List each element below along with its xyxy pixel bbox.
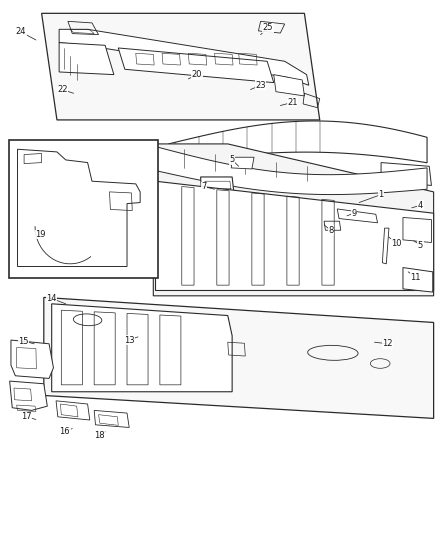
Polygon shape: [44, 297, 434, 418]
Polygon shape: [153, 144, 434, 296]
FancyBboxPatch shape: [9, 140, 158, 278]
Text: 24: 24: [16, 28, 26, 36]
Text: 15: 15: [18, 337, 28, 345]
Text: 5: 5: [418, 241, 423, 249]
Polygon shape: [56, 401, 90, 420]
Text: 4: 4: [418, 201, 423, 209]
Polygon shape: [59, 43, 114, 75]
Text: 25: 25: [263, 23, 273, 32]
Polygon shape: [42, 13, 320, 120]
Text: 17: 17: [21, 413, 32, 421]
Text: 1: 1: [378, 190, 384, 199]
Polygon shape: [381, 163, 431, 185]
Polygon shape: [155, 147, 427, 195]
Polygon shape: [59, 29, 309, 85]
Text: 22: 22: [57, 85, 67, 94]
Polygon shape: [52, 304, 232, 392]
Polygon shape: [11, 340, 53, 378]
Text: 7: 7: [201, 182, 206, 191]
Text: 14: 14: [46, 294, 57, 303]
Polygon shape: [337, 209, 378, 223]
Text: 18: 18: [94, 431, 104, 440]
Text: 10: 10: [391, 239, 402, 247]
Polygon shape: [403, 268, 433, 292]
Polygon shape: [403, 217, 431, 243]
Polygon shape: [18, 149, 140, 266]
Polygon shape: [201, 177, 236, 209]
Polygon shape: [118, 48, 274, 83]
Text: 13: 13: [124, 336, 134, 344]
Text: 20: 20: [192, 70, 202, 79]
Text: 5: 5: [230, 156, 235, 164]
Text: 8: 8: [328, 226, 333, 235]
Polygon shape: [169, 121, 427, 163]
Polygon shape: [155, 181, 434, 290]
Polygon shape: [231, 157, 254, 169]
Text: 9: 9: [351, 209, 357, 217]
Text: 19: 19: [35, 230, 46, 239]
Text: 16: 16: [60, 427, 70, 436]
Text: 21: 21: [287, 98, 298, 107]
Polygon shape: [94, 410, 129, 427]
Text: 12: 12: [382, 340, 393, 348]
Text: 23: 23: [255, 81, 266, 90]
Text: 11: 11: [410, 273, 420, 281]
Polygon shape: [274, 75, 304, 96]
Polygon shape: [10, 381, 47, 410]
